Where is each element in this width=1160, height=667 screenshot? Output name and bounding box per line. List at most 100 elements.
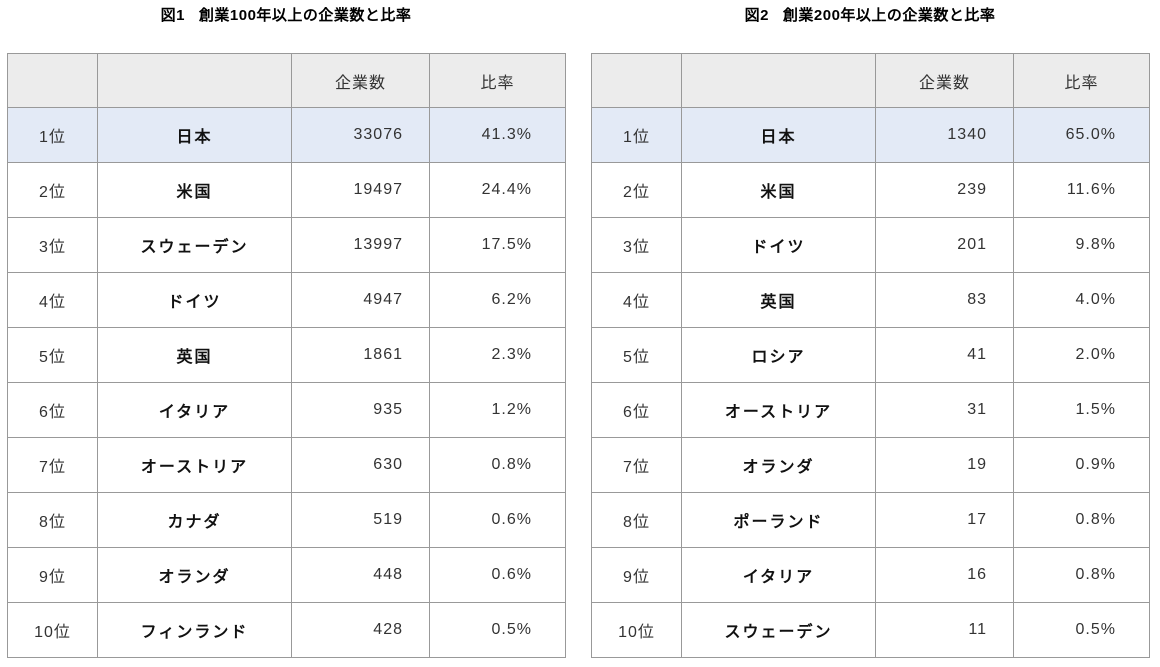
rank-cell: 10位 <box>591 602 682 658</box>
country-cell: 日本 <box>681 107 876 163</box>
country-cell: 英国 <box>97 327 292 383</box>
count-cell: 83 <box>875 272 1014 328</box>
count-cell: 1340 <box>875 107 1014 163</box>
count-cell: 4947 <box>291 272 430 328</box>
figure-2-label: 図2 <box>744 7 769 24</box>
table-row: 7位 オランダ 19 0.9% <box>591 437 1150 493</box>
count-cell: 519 <box>291 492 430 548</box>
count-cell: 428 <box>291 602 430 658</box>
figure-1-label: 図1 <box>160 7 185 24</box>
rank-cell: 5位 <box>591 327 682 383</box>
count-cell: 17 <box>875 492 1014 548</box>
count-cell: 11 <box>875 602 1014 658</box>
country-cell: 英国 <box>681 272 876 328</box>
column-header-count: 企業数 <box>291 53 430 108</box>
table-row: 2位 米国 19497 24.4% <box>7 162 566 218</box>
rank-cell: 2位 <box>591 162 682 218</box>
rank-cell: 6位 <box>591 382 682 438</box>
rank-cell: 1位 <box>591 107 682 163</box>
rank-cell: 7位 <box>591 437 682 493</box>
table-row: 9位 イタリア 16 0.8% <box>591 547 1150 603</box>
table-row: 3位 ドイツ 201 9.8% <box>591 217 1150 273</box>
table-2-header: 企業数 比率 <box>591 53 1150 108</box>
ratio-cell: 0.6% <box>429 547 566 603</box>
ratio-cell: 0.8% <box>1013 547 1150 603</box>
ratio-cell: 6.2% <box>429 272 566 328</box>
column-header-country <box>97 53 292 108</box>
country-cell: イタリア <box>681 547 876 603</box>
count-cell: 239 <box>875 162 1014 218</box>
count-cell: 41 <box>875 327 1014 383</box>
count-cell: 448 <box>291 547 430 603</box>
country-cell: 日本 <box>97 107 292 163</box>
count-cell: 13997 <box>291 217 430 273</box>
rank-cell: 8位 <box>591 492 682 548</box>
ratio-cell: 0.9% <box>1013 437 1150 493</box>
country-cell: 米国 <box>97 162 292 218</box>
table-row: 5位 英国 1861 2.3% <box>7 327 566 383</box>
rank-cell: 1位 <box>7 107 98 163</box>
column-header-country <box>681 53 876 108</box>
rank-cell: 4位 <box>7 272 98 328</box>
country-cell: スウェーデン <box>97 217 292 273</box>
table-row: 8位 カナダ 519 0.6% <box>7 492 566 548</box>
table-row: 10位 スウェーデン 11 0.5% <box>591 602 1150 658</box>
figure-1: 図1 創業100年以上の企業数と比率 企業数 比率 1位 日本 33076 41.3% 2… <box>7 0 566 658</box>
rank-cell: 3位 <box>7 217 98 273</box>
table-1-header-row: 企業数 比率 <box>7 53 566 108</box>
column-header-rank <box>7 53 98 108</box>
country-cell: フィンランド <box>97 602 292 658</box>
table-1-body: 1位 日本 33076 41.3% 2位 米国 19497 24.4% 3位 スウェーデン 1399… <box>7 107 566 658</box>
table-row: 1位 日本 1340 65.0% <box>591 107 1150 163</box>
rank-cell: 10位 <box>7 602 98 658</box>
country-cell: 米国 <box>681 162 876 218</box>
ratio-cell: 4.0% <box>1013 272 1150 328</box>
rank-cell: 7位 <box>7 437 98 493</box>
ratio-cell: 2.3% <box>429 327 566 383</box>
table-2-body: 1位 日本 1340 65.0% 2位 米国 239 11.6% 3位 ドイツ 201 9.8% 4位英… <box>591 107 1150 658</box>
count-cell: 31 <box>875 382 1014 438</box>
ratio-cell: 41.3% <box>429 107 566 163</box>
ratio-cell: 24.4% <box>429 162 566 218</box>
country-cell: ドイツ <box>97 272 292 328</box>
ratio-cell: 1.5% <box>1013 382 1150 438</box>
rank-cell: 9位 <box>7 547 98 603</box>
table-row: 8位 ポーランド 17 0.8% <box>591 492 1150 548</box>
table-row: 3位 スウェーデン 13997 17.5% <box>7 217 566 273</box>
ranking-table-200-years: 企業数 比率 1位 日本 1340 65.0% 2位 米国 239 11.6% 3位 ドイツ 201… <box>591 53 1150 658</box>
column-header-ratio: 比率 <box>1013 53 1150 108</box>
country-cell: イタリア <box>97 382 292 438</box>
ratio-cell: 0.8% <box>1013 492 1150 548</box>
rank-cell: 5位 <box>7 327 98 383</box>
count-cell: 630 <box>291 437 430 493</box>
figure-2-title-text: 創業200年以上の企業数と比率 <box>782 7 996 24</box>
figure-1-title: 図1 創業100年以上の企業数と比率 <box>7 6 565 26</box>
column-header-count: 企業数 <box>875 53 1014 108</box>
rank-cell: 4位 <box>591 272 682 328</box>
column-header-rank <box>591 53 682 108</box>
figure-1-title-text: 創業100年以上の企業数と比率 <box>198 7 412 24</box>
ratio-cell: 9.8% <box>1013 217 1150 273</box>
count-cell: 935 <box>291 382 430 438</box>
rank-cell: 3位 <box>591 217 682 273</box>
table-row: 5位 ロシア 41 2.0% <box>591 327 1150 383</box>
country-cell: オランダ <box>681 437 876 493</box>
ratio-cell: 0.6% <box>429 492 566 548</box>
rank-cell: 8位 <box>7 492 98 548</box>
ratio-cell: 0.5% <box>429 602 566 658</box>
ratio-cell: 11.6% <box>1013 162 1150 218</box>
table-row: 10位 フィンランド 428 0.5% <box>7 602 566 658</box>
table-row: 6位 イタリア 935 1.2% <box>7 382 566 438</box>
table-row: 9位 オランダ 448 0.6% <box>7 547 566 603</box>
ranking-table-100-years: 企業数 比率 1位 日本 33076 41.3% 2位 米国 19497 24.4% 3位 スウェ… <box>7 53 566 658</box>
ratio-cell: 65.0% <box>1013 107 1150 163</box>
count-cell: 19497 <box>291 162 430 218</box>
ratio-cell: 0.8% <box>429 437 566 493</box>
rank-cell: 9位 <box>591 547 682 603</box>
table-row: 4位 ドイツ 4947 6.2% <box>7 272 566 328</box>
count-cell: 33076 <box>291 107 430 163</box>
figure-2-title: 図2 創業200年以上の企業数と比率 <box>591 6 1149 26</box>
rank-cell: 6位 <box>7 382 98 438</box>
ratio-cell: 17.5% <box>429 217 566 273</box>
